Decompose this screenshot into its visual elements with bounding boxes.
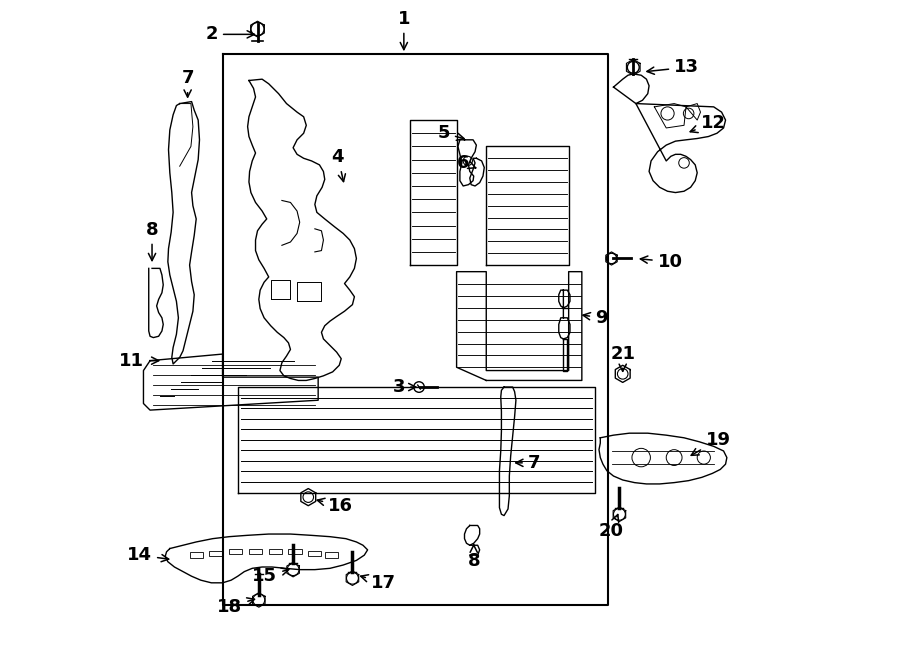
Text: 20: 20 [599, 514, 624, 540]
Text: 8: 8 [467, 545, 480, 570]
Text: 7: 7 [182, 69, 194, 97]
Text: 5: 5 [437, 124, 464, 142]
Text: 14: 14 [127, 546, 168, 564]
Text: 10: 10 [641, 253, 683, 271]
Text: 6: 6 [457, 154, 476, 172]
Text: 7: 7 [516, 454, 540, 472]
Text: 17: 17 [361, 574, 396, 592]
Text: 15: 15 [252, 567, 289, 585]
Text: 21: 21 [610, 345, 635, 371]
Text: 9: 9 [583, 308, 608, 327]
Text: 18: 18 [217, 598, 255, 616]
Text: 11: 11 [119, 352, 158, 369]
Text: 4: 4 [332, 148, 346, 181]
Text: 2: 2 [205, 25, 255, 43]
Text: 3: 3 [392, 378, 416, 396]
Text: 19: 19 [691, 431, 731, 455]
Text: 1: 1 [398, 10, 410, 50]
Text: 12: 12 [690, 115, 725, 132]
Text: 8: 8 [146, 220, 158, 261]
Text: 16: 16 [317, 496, 353, 514]
Text: 13: 13 [647, 58, 699, 76]
